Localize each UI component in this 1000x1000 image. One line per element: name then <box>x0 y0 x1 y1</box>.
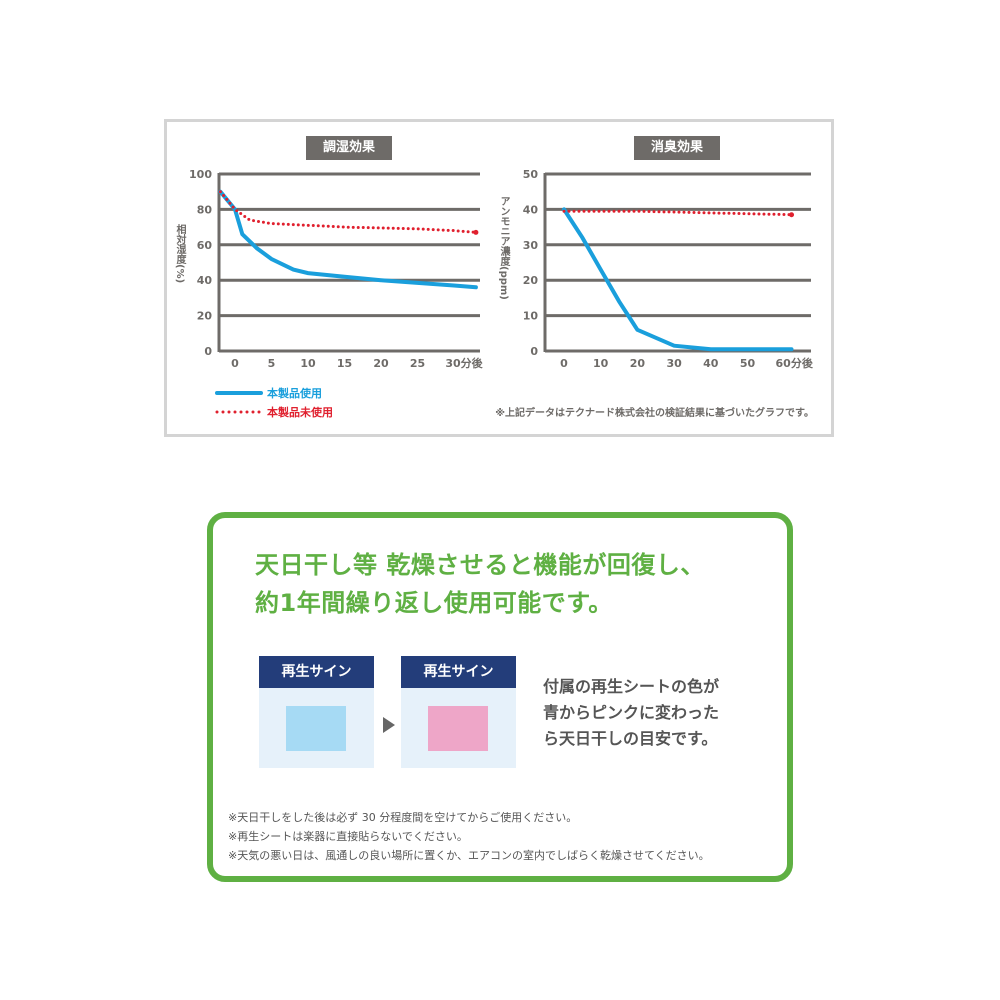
y-tick-label: 20 <box>197 310 213 323</box>
note: ※天気の悪い日は、風通しの良い場所に置くか、エアコンの室内でしばらく乾燥させてく… <box>228 849 710 862</box>
sign-label: 再生サイン <box>401 656 516 688</box>
chart-title-humidity: 調湿効果 <box>306 136 392 160</box>
note: ※再生シートは楽器に直接貼らないでください。 <box>228 830 468 843</box>
headline: 天日干し等 乾燥させると機能が回復し、 約1年間繰り返し使用可能です。 <box>255 546 705 622</box>
y-tick-label: 80 <box>197 203 213 216</box>
source-note: ※上記データはテクナード株式会社の検証結果に基づいたグラフです。 <box>495 406 814 419</box>
description-line: ら天日干しの目安です。 <box>543 729 718 748</box>
pink-swatch <box>428 706 488 751</box>
sign-before: 再生サイン <box>259 656 374 768</box>
x-tick-label: 15 <box>337 357 352 370</box>
x-tick-label: 25 <box>410 357 425 370</box>
description-line: 付属の再生シートの色が <box>543 677 720 696</box>
notes: ※天日干しをした後は必ず 30 分程度間を空けてからご使用ください。 ※再生シー… <box>228 808 710 865</box>
x-tick-label: 60分後 <box>776 356 814 370</box>
y-tick-label: 60 <box>197 239 213 252</box>
sign-after: 再生サイン <box>401 656 516 768</box>
x-tick-label: 30分後 <box>445 356 483 370</box>
y-tick-label: 40 <box>523 203 539 216</box>
series-line-used <box>218 189 478 290</box>
note: ※天日干しをした後は必ず 30 分程度間を空けてからご使用ください。 <box>228 811 578 824</box>
x-tick-label: 50 <box>740 357 756 370</box>
blue-swatch <box>286 706 346 751</box>
series-end-marker <box>789 212 795 218</box>
x-tick-label: 20 <box>373 357 389 370</box>
y-tick-label: 100 <box>189 168 212 181</box>
y-tick-label: 40 <box>197 274 213 287</box>
x-tick-label: 40 <box>703 357 719 370</box>
y-axis-label-humidity: 相対湿度(%) <box>174 224 185 284</box>
chart-panel: 調湿効果 消臭効果 0 20 40 60 80 100 0 5 10 15 20 25 30分後 0 10 2… <box>164 119 834 437</box>
arrow-right-icon <box>383 717 395 733</box>
series-line-unused <box>562 209 793 217</box>
description: 付属の再生シートの色が 青からピンクに変わった ら天日干しの目安です。 <box>543 674 719 752</box>
info-box: 天日干し等 乾燥させると機能が回復し、 約1年間繰り返し使用可能です。 再生サイ… <box>207 512 793 882</box>
series-line-unused <box>218 190 478 234</box>
x-tick-label: 0 <box>231 357 239 370</box>
x-tick-label: 0 <box>560 357 568 370</box>
y-tick-label: 10 <box>523 310 539 323</box>
x-tick-label: 30 <box>666 357 682 370</box>
x-tick-label: 10 <box>593 357 609 370</box>
description-line: 青からピンクに変わった <box>543 703 720 722</box>
y-tick-label: 20 <box>523 274 539 287</box>
y-tick-label: 0 <box>204 345 212 358</box>
x-tick-label: 10 <box>300 357 316 370</box>
sign-label: 再生サイン <box>259 656 374 688</box>
chart-title-deodorize: 消臭効果 <box>634 136 720 160</box>
y-tick-label: 50 <box>523 168 539 181</box>
y-tick-label: 30 <box>523 239 539 252</box>
x-tick-label: 5 <box>268 357 276 370</box>
charts-svg: 0 20 40 60 80 100 0 5 10 15 20 25 30分後 0 10 20 30 40 50 0 10… <box>189 168 814 419</box>
y-tick-label: 0 <box>530 345 538 358</box>
legend-label-unused: 本製品未使用 <box>267 405 333 419</box>
x-tick-label: 20 <box>630 357 646 370</box>
y-axis-label-ammonia: アンモニア濃度(ppm) <box>498 196 509 300</box>
headline-line-2: 約1年間繰り返し使用可能です。 <box>255 589 613 617</box>
series-line-used <box>562 207 794 352</box>
legend-label-used: 本製品使用 <box>267 386 322 400</box>
headline-line-1: 天日干し等 乾燥させると機能が回復し、 <box>255 551 705 579</box>
series-end-marker <box>473 229 479 235</box>
